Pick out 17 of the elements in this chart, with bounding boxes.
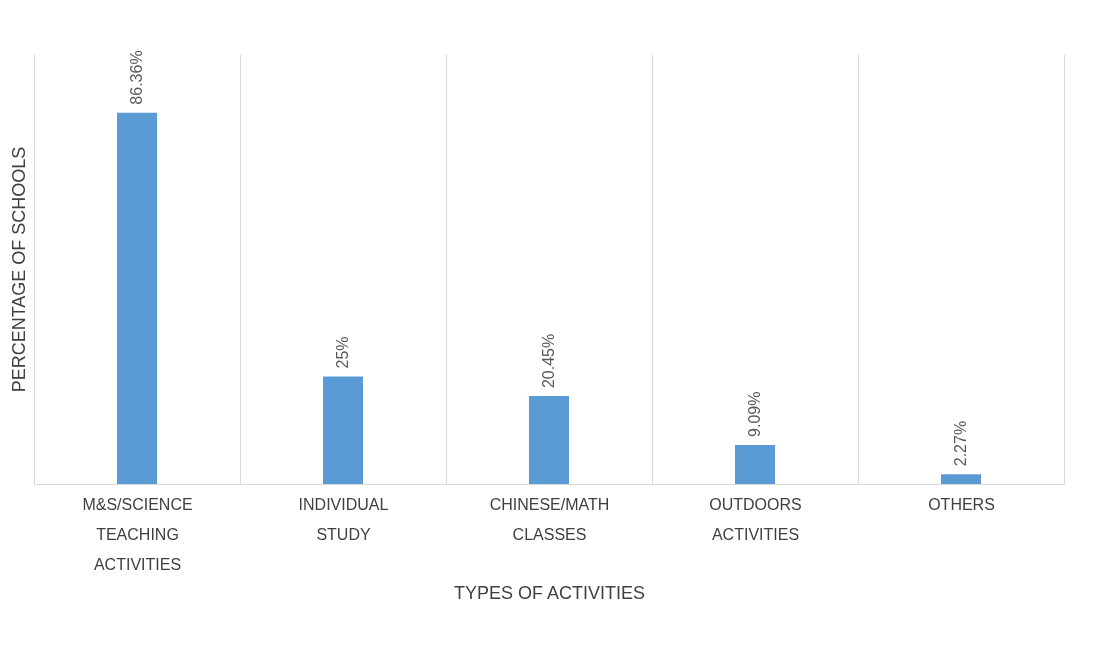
bar (735, 444, 775, 484)
data-label: 86.36% (128, 50, 145, 105)
x-tick-label: M&S/SCIENCE TEACHING ACTIVITIES (82, 495, 193, 573)
bar (941, 474, 981, 484)
x-tick-label: OTHERS (928, 495, 995, 513)
bar (323, 376, 363, 484)
y-axis-title: PERCENTAGE OF SCHOOLS (8, 146, 29, 393)
bar (117, 112, 157, 484)
x-tick-label: CHINESE/MATH CLASSES (489, 495, 610, 543)
x-tick-label: OUTDOORS ACTIVITIES (709, 495, 802, 543)
bar (529, 396, 569, 484)
x-tick-label: INDIVIDUAL STUDY (298, 495, 389, 543)
data-label: 20.45% (540, 333, 557, 389)
data-label: 9.09% (746, 391, 763, 437)
data-label: 2.27% (952, 420, 969, 467)
data-label: 25% (334, 336, 351, 369)
x-axis-title: TYPES OF ACTIVITIES (453, 582, 646, 603)
